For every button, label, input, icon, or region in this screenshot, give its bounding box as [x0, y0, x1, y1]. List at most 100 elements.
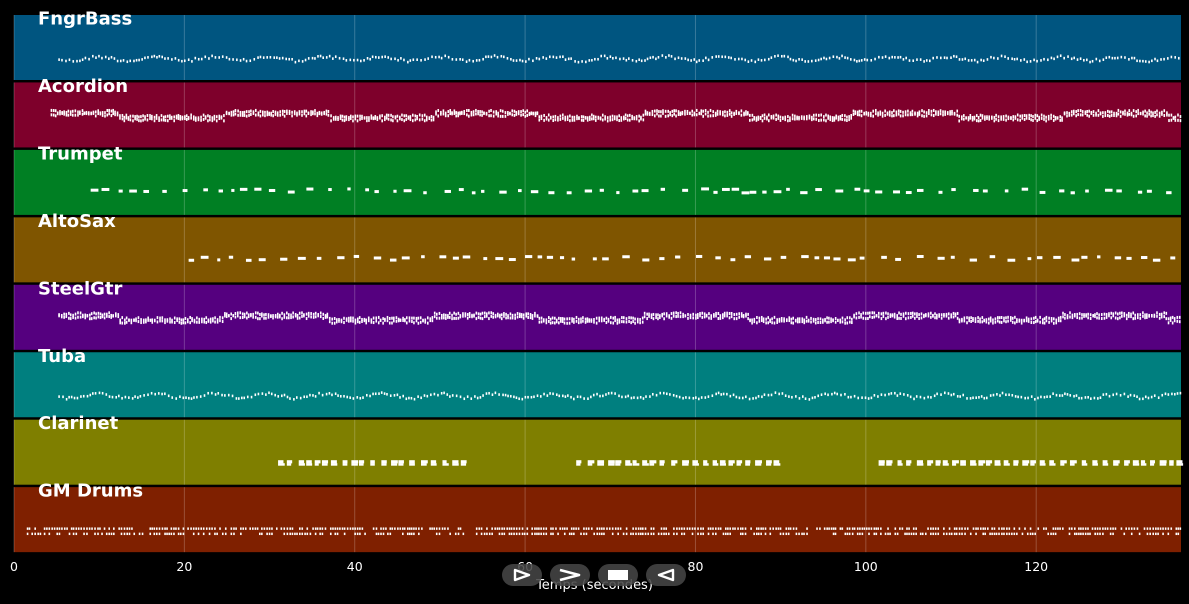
note — [601, 527, 603, 530]
note — [283, 393, 286, 397]
note — [859, 532, 861, 536]
note — [305, 317, 308, 321]
note — [908, 527, 910, 530]
note — [540, 320, 543, 324]
note — [437, 108, 440, 112]
note — [114, 314, 117, 318]
note — [296, 313, 299, 317]
note — [649, 56, 652, 60]
note — [108, 395, 111, 398]
note — [908, 532, 910, 536]
note — [1158, 316, 1161, 320]
note — [788, 316, 791, 320]
note — [518, 312, 521, 316]
play-button[interactable] — [502, 564, 542, 586]
note — [927, 312, 930, 316]
note — [712, 463, 719, 466]
note — [555, 318, 558, 322]
note — [216, 318, 219, 322]
note — [1072, 112, 1075, 116]
note — [160, 118, 163, 122]
rewind-button[interactable] — [646, 564, 686, 586]
note — [250, 113, 252, 117]
note — [788, 319, 791, 323]
note — [212, 319, 214, 323]
note — [822, 318, 824, 322]
note — [690, 59, 692, 62]
note — [960, 460, 966, 464]
note — [659, 391, 662, 395]
note — [847, 258, 856, 262]
note — [671, 114, 674, 118]
note — [844, 56, 846, 59]
note — [1158, 111, 1161, 115]
note — [325, 109, 328, 113]
note — [404, 319, 406, 323]
note — [1050, 113, 1052, 117]
note — [1160, 315, 1163, 319]
note — [98, 391, 101, 395]
note — [1043, 321, 1046, 325]
note — [1103, 316, 1106, 320]
note — [361, 114, 363, 118]
note — [339, 114, 342, 118]
note — [1150, 463, 1155, 466]
note — [803, 532, 805, 536]
note — [411, 320, 413, 324]
note — [649, 395, 651, 398]
note — [995, 117, 997, 121]
note — [1066, 314, 1069, 318]
note — [505, 312, 507, 316]
note — [906, 460, 912, 464]
note — [1153, 314, 1156, 318]
note — [923, 315, 925, 319]
note — [365, 188, 370, 192]
note — [239, 316, 242, 320]
note — [655, 315, 657, 319]
note — [500, 317, 503, 321]
note — [405, 114, 408, 118]
fast-forward-button[interactable] — [550, 564, 590, 586]
note — [368, 116, 370, 120]
note — [192, 115, 195, 119]
note — [43, 527, 46, 530]
note — [491, 393, 494, 397]
note — [317, 314, 320, 318]
note — [110, 114, 113, 118]
note — [88, 527, 91, 530]
note — [991, 116, 993, 120]
note — [1071, 313, 1074, 317]
note — [389, 527, 392, 530]
note — [792, 316, 795, 320]
note — [379, 114, 381, 118]
note — [858, 113, 861, 117]
note — [952, 311, 955, 315]
note — [254, 311, 257, 315]
note — [877, 527, 880, 530]
note — [879, 112, 882, 116]
stop-button[interactable] — [598, 564, 638, 586]
note — [755, 463, 762, 466]
note — [598, 316, 601, 320]
note — [700, 396, 703, 399]
note — [424, 320, 427, 324]
note — [288, 111, 291, 115]
note — [60, 315, 63, 319]
note — [585, 532, 588, 536]
note — [530, 395, 533, 399]
note — [834, 527, 837, 530]
note — [157, 392, 160, 395]
note — [314, 109, 316, 113]
note — [209, 118, 211, 122]
note — [844, 114, 846, 118]
note — [1069, 460, 1077, 464]
note — [1130, 113, 1133, 117]
note — [880, 532, 882, 536]
note — [1174, 392, 1176, 396]
note — [1085, 189, 1089, 193]
note — [56, 532, 59, 536]
note — [948, 532, 951, 536]
note — [122, 59, 125, 62]
note — [140, 119, 142, 123]
note — [927, 527, 929, 530]
